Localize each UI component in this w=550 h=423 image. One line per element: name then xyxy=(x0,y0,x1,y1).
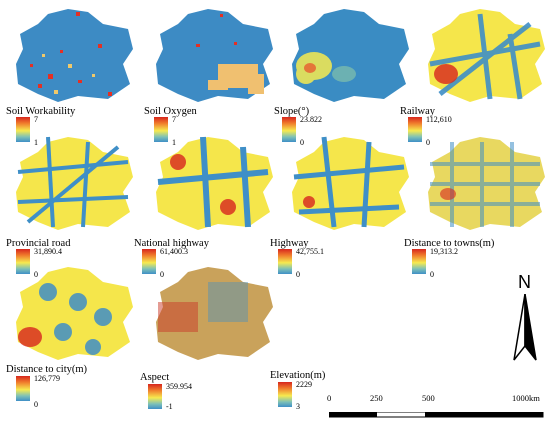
legend-min: 0 xyxy=(300,138,304,147)
legend-min: 1 xyxy=(34,138,38,147)
scale-tick: 0 xyxy=(327,393,332,403)
legend-max: 359.954 xyxy=(166,382,192,391)
panel-title: Elevation(m) xyxy=(270,370,326,381)
scale-end: 1000km xyxy=(512,393,540,403)
legend-max: 31,890.4 xyxy=(34,247,62,256)
legend-min: -1 xyxy=(166,402,173,411)
panel-title: Provincial road xyxy=(6,238,71,249)
north-arrow-icon xyxy=(513,294,537,361)
legend-max: 7 xyxy=(34,115,38,124)
map-distance-to-city xyxy=(8,262,140,362)
panel-title: Soil Workability xyxy=(6,106,76,117)
panel-title: Distance to city(m) xyxy=(6,364,88,375)
panel-title: Soil Oxygen xyxy=(144,106,197,117)
scale-tick: 250 xyxy=(370,393,383,403)
legend-max: 61,400.3 xyxy=(160,247,188,256)
map-national-highway xyxy=(148,132,280,232)
legend-max: 126,779 xyxy=(34,374,60,383)
legend-max: 2229 xyxy=(296,380,312,389)
panel-title: National highway xyxy=(134,238,209,249)
legend-min: 0 xyxy=(34,270,38,279)
map-railway xyxy=(420,4,550,104)
legend-min: 0 xyxy=(296,270,300,279)
scale-bar xyxy=(328,405,544,423)
map-highway xyxy=(284,132,416,232)
map-aspect xyxy=(148,262,280,362)
north-label: N xyxy=(518,272,531,292)
legend-max: 7 xyxy=(172,115,176,124)
map-provincial-road xyxy=(8,132,140,232)
panel-title: Slope(°) xyxy=(274,106,310,117)
legend-min: 0 xyxy=(160,270,164,279)
panel-title: Highway xyxy=(270,238,309,249)
panel-title: Distance to towns(m) xyxy=(404,238,495,249)
scale-tick: 500 xyxy=(422,393,435,403)
legend-max: 19,313.2 xyxy=(430,247,458,256)
map-soil-oxygen xyxy=(148,4,280,104)
panel-title: Railway xyxy=(400,106,435,117)
map-slope xyxy=(284,4,416,104)
legend-min: 1 xyxy=(172,138,176,147)
legend-min: 3 xyxy=(296,402,300,411)
legend-max: 112,610 xyxy=(426,115,452,124)
map-soil-workability xyxy=(8,4,140,104)
legend-min: 0 xyxy=(426,138,430,147)
legend-max: 42,755.1 xyxy=(296,247,324,256)
legend-max: 23.822 xyxy=(300,115,322,124)
legend-min: 0 xyxy=(430,270,434,279)
map-distance-to-towns xyxy=(420,132,550,232)
panel-title: Aspect xyxy=(140,372,170,383)
legend-min: 0 xyxy=(34,400,38,409)
